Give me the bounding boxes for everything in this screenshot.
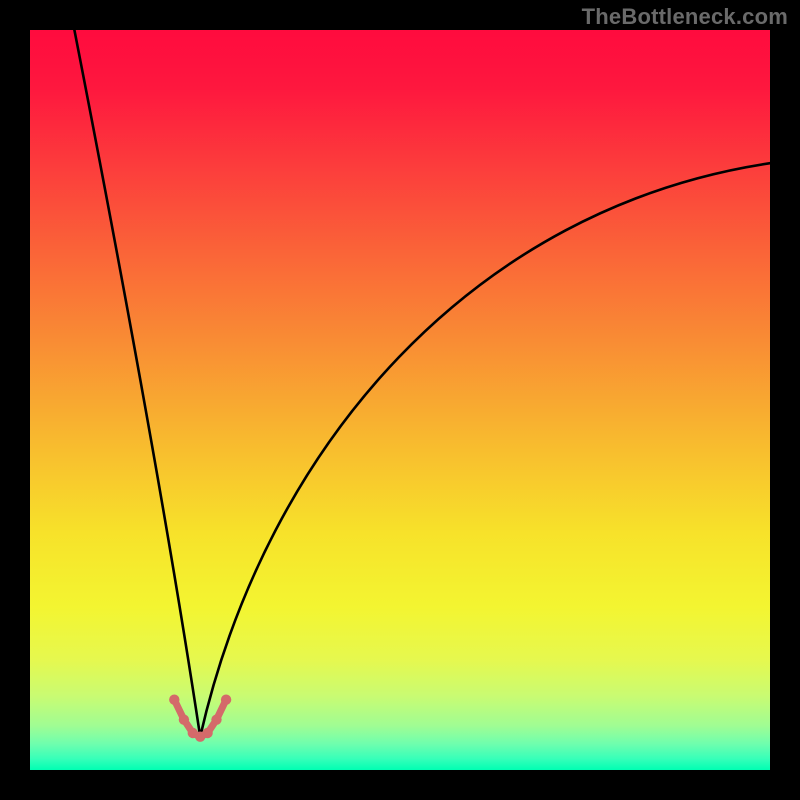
valley-dot — [169, 695, 179, 705]
valley-dot — [202, 728, 212, 738]
chart-container: TheBottleneck.com — [0, 0, 800, 800]
valley-dot — [179, 714, 189, 724]
plot-background — [30, 30, 770, 770]
watermark-text: TheBottleneck.com — [582, 4, 788, 30]
bottleneck-chart — [0, 0, 800, 800]
valley-dot — [211, 714, 221, 724]
valley-dot — [221, 695, 231, 705]
